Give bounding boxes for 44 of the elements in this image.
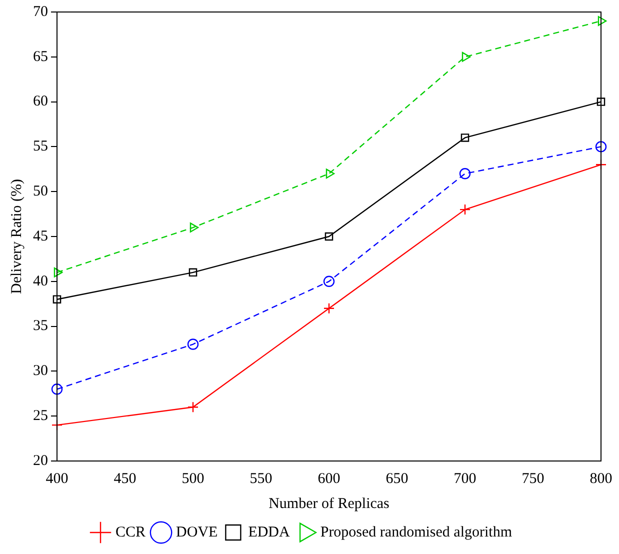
y-axis-title: Delivery Ratio (%) [8, 179, 25, 294]
point [188, 268, 198, 277]
y-tick-label: 60 [33, 94, 48, 110]
y-tick-label: 25 [33, 408, 48, 424]
x-tick-label: 400 [46, 470, 68, 487]
x-tick-label: 600 [318, 470, 340, 487]
point [52, 295, 62, 304]
point [323, 276, 335, 287]
point [459, 204, 471, 216]
y-tick-label: 50 [33, 184, 48, 200]
x-tick-label: 450 [114, 470, 136, 487]
y-tick-label: 40 [33, 273, 48, 290]
x-tick-label: 650 [386, 470, 408, 487]
y-tick-label: 45 [33, 228, 48, 244]
x-tick-label: 750 [522, 470, 544, 487]
x-tick-label: 500 [182, 470, 204, 487]
point [54, 267, 63, 278]
point [187, 338, 199, 350]
x-tick-label: 550 [250, 470, 272, 487]
point [595, 141, 607, 152]
y-tick-label: 65 [33, 48, 48, 65]
y-tick-label: 20 [33, 452, 48, 469]
legend-label: EDDA [248, 524, 290, 540]
x-tick-label: 700 [454, 470, 476, 487]
point [459, 168, 471, 180]
y-tick-label: 70 [33, 4, 48, 20]
x-tick-label: 800 [590, 470, 612, 487]
point [190, 222, 199, 232]
point [460, 134, 470, 142]
point [187, 402, 199, 413]
legend-label: DOVE [176, 524, 218, 540]
point [596, 98, 606, 106]
legend-label: CCR [116, 524, 146, 540]
point [51, 384, 63, 395]
point [324, 232, 334, 241]
y-tick-label: 35 [33, 318, 48, 334]
legend-label: Proposed randomised algorithm [320, 524, 512, 540]
point [462, 52, 471, 62]
point [598, 16, 607, 26]
point [326, 168, 335, 179]
point [323, 302, 335, 314]
y-tick-label: 55 [33, 138, 48, 155]
x-axis-title: Number of Replicas [268, 496, 390, 512]
y-tick-label: 30 [33, 363, 48, 380]
